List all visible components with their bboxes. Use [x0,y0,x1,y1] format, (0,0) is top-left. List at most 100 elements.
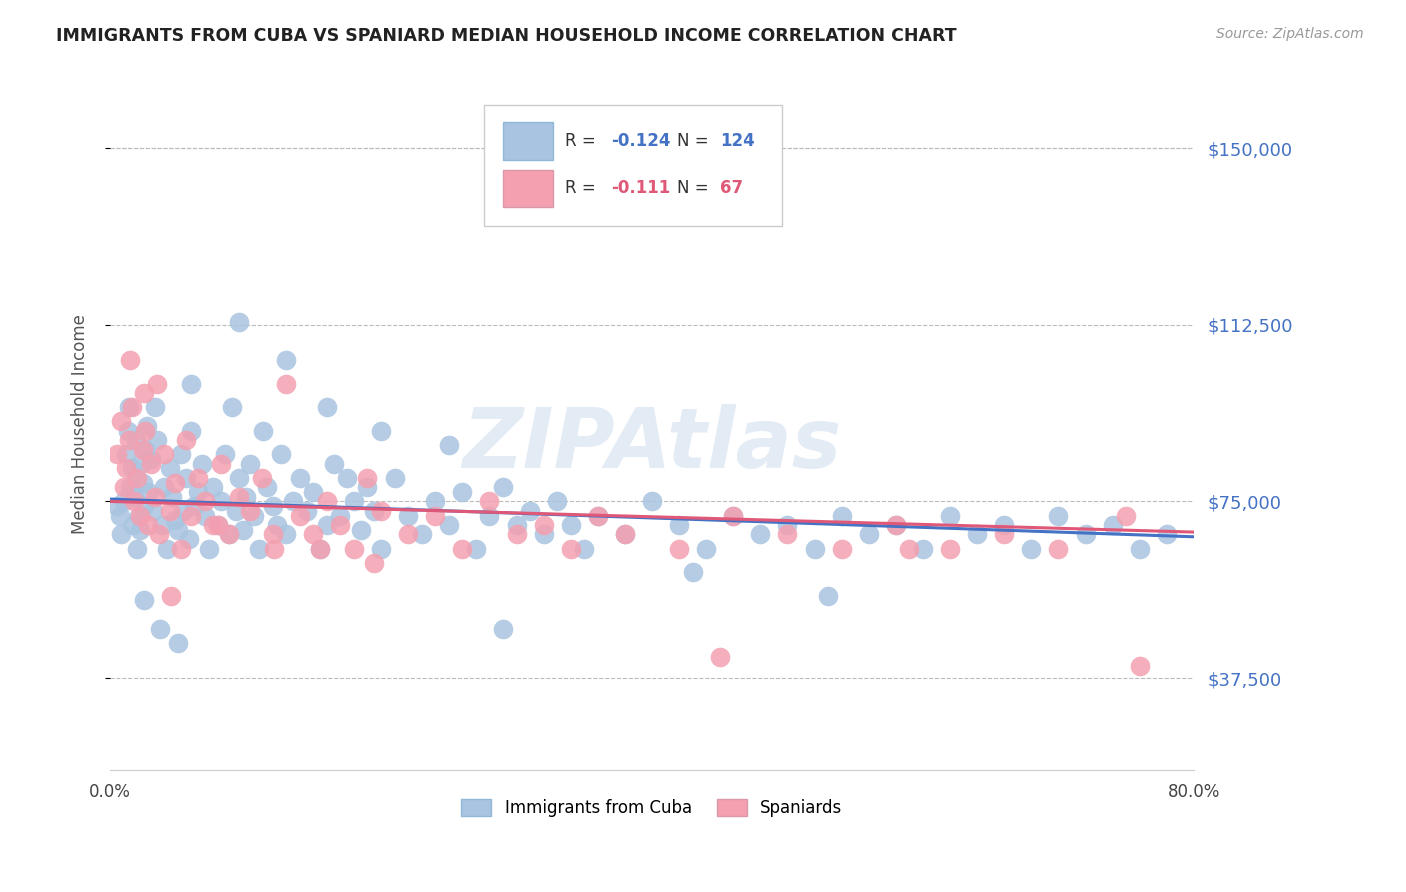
Point [309,541,332,556]
Point [329,518,352,533]
Point [256,480,278,494]
Text: IMMIGRANTS FROM CUBA VS SPANIARD MEDIAN HOUSEHOLD INCOME CORRELATION CHART: IMMIGRANTS FROM CUBA VS SPANIARD MEDIAN … [56,27,957,45]
Point [343,494,366,508]
Point [198,541,221,556]
Point [437,518,460,533]
Point [124,494,146,508]
Y-axis label: Median Household Income: Median Household Income [72,314,89,533]
Point [232,523,254,537]
Point [533,518,555,533]
Point [228,315,250,329]
Point [295,504,318,518]
Point [492,480,515,494]
Point [174,434,197,448]
Point [150,518,173,533]
Point [505,527,527,541]
Point [156,541,179,556]
Text: R =: R = [565,179,602,197]
Point [411,527,433,541]
Point [586,508,609,523]
Point [187,471,209,485]
Text: N =: N = [676,179,714,197]
Point [202,518,225,533]
Point [165,475,187,490]
Legend: Immigrants from Cuba, Spaniards: Immigrants from Cuba, Spaniards [454,792,849,824]
Point [1047,508,1070,523]
Point [262,527,284,541]
Point [228,471,250,485]
Point [437,438,460,452]
Point [121,461,143,475]
Point [160,589,183,603]
Point [668,541,690,556]
Point [209,457,232,471]
Point [309,541,332,556]
Point [276,527,298,541]
Point [884,518,907,533]
Point [505,518,527,533]
Point [695,541,717,556]
Point [169,447,191,461]
Point [668,518,690,533]
Point [117,424,139,438]
Point [370,541,392,556]
Text: ZIPAtlas: ZIPAtlas [463,404,842,485]
Point [148,527,170,541]
Point [110,414,132,428]
Point [288,508,311,523]
Point [270,447,292,461]
Point [112,494,135,508]
Point [105,447,128,461]
Point [322,457,344,471]
Point [134,424,156,438]
Point [207,518,229,533]
Point [187,485,209,500]
Point [302,527,325,541]
Point [118,401,141,415]
Point [276,353,298,368]
Point [315,401,337,415]
Point [153,447,176,461]
Point [329,508,352,523]
Point [363,504,385,518]
Point [250,471,273,485]
Point [451,541,474,556]
Point [425,494,447,508]
Point [315,518,337,533]
Point [1115,508,1137,523]
Point [396,527,419,541]
Point [214,447,236,461]
Point [993,518,1015,533]
Point [221,401,243,415]
Point [966,527,988,541]
Point [132,386,155,401]
Point [225,504,247,518]
Point [641,494,664,508]
Point [202,480,225,494]
Point [247,541,270,556]
Point [586,508,609,523]
Point [363,556,385,570]
Point [194,494,217,508]
Text: -0.111: -0.111 [610,179,671,197]
Point [128,508,150,523]
Point [218,527,240,541]
Point [228,490,250,504]
Point [492,622,515,636]
FancyBboxPatch shape [503,169,554,207]
Point [831,508,853,523]
Point [139,457,162,471]
Point [191,457,214,471]
Point [533,527,555,541]
Point [149,622,172,636]
Point [180,424,202,438]
FancyBboxPatch shape [484,105,782,227]
Point [153,480,176,494]
Point [858,527,880,541]
Point [350,523,373,537]
Point [263,541,285,556]
Point [574,541,596,556]
Point [125,434,148,448]
Point [709,649,731,664]
Point [560,541,582,556]
